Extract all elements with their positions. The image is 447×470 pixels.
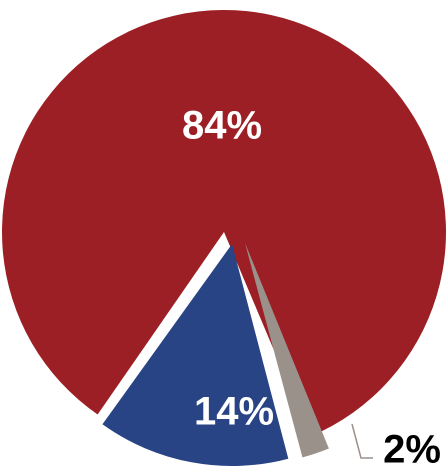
leader-lines xyxy=(351,423,373,459)
data-labels: 84% 14% 2% xyxy=(182,104,441,470)
pie-slices xyxy=(2,10,447,466)
data-label-slice-84: 84% xyxy=(182,104,262,148)
slice-14 xyxy=(102,244,289,466)
leader-line-slice-2 xyxy=(351,423,373,459)
slice-84 xyxy=(2,10,447,437)
data-label-slice-14: 14% xyxy=(194,390,274,434)
slice-2 xyxy=(245,243,329,458)
data-label-slice-2: 2% xyxy=(383,428,441,470)
